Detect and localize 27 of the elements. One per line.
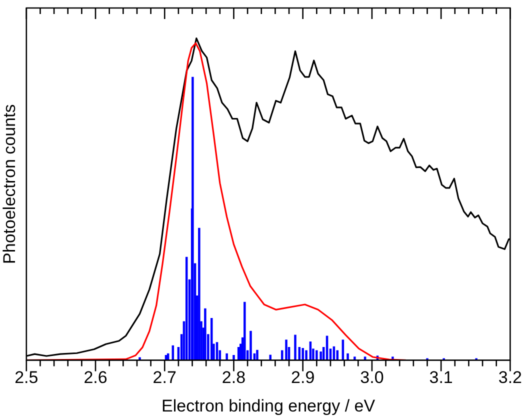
x-tick-label: 2.5 (14, 368, 38, 388)
bar (346, 353, 349, 360)
bar (232, 355, 235, 360)
bar (285, 340, 288, 360)
bar (226, 353, 228, 360)
x-tick-label: 2.9 (291, 368, 315, 388)
bar (294, 334, 296, 360)
bar (354, 356, 356, 360)
bar (316, 350, 318, 360)
bar (305, 350, 308, 360)
x-tick-label: 3.2 (498, 368, 522, 388)
bar (256, 350, 258, 360)
x-tick-label: 2.6 (84, 368, 108, 388)
x-tick-label: 3.0 (360, 368, 384, 388)
x-tick-label: 2.7 (152, 368, 176, 388)
bar (210, 318, 213, 360)
bar (302, 348, 304, 360)
x-tick-label: 2.8 (222, 368, 246, 388)
x-tick-label: 3.1 (429, 368, 453, 388)
bar (250, 330, 252, 360)
bar (198, 228, 200, 360)
bar (204, 308, 206, 360)
y-axis-title: Photoelectron counts (0, 104, 19, 264)
bar (269, 354, 272, 360)
bar (244, 302, 246, 360)
bar (192, 76, 194, 360)
x-axis-title: Electron binding energy / eV (161, 396, 376, 416)
